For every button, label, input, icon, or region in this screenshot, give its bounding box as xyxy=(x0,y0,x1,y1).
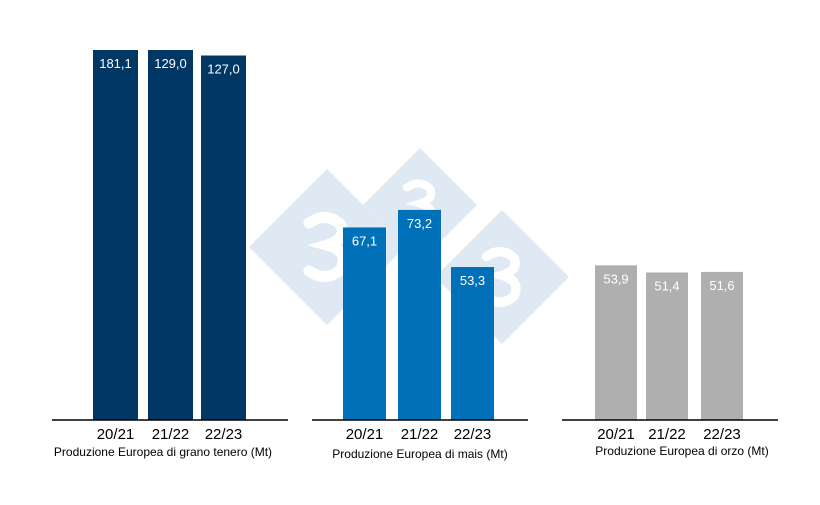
data-label: 51,6 xyxy=(709,278,734,293)
chart-caption: Produzione Europea di grano tenero (Mt) xyxy=(54,445,272,459)
bar xyxy=(148,50,193,420)
x-tick-label: 21/22 xyxy=(648,426,686,443)
bar xyxy=(201,55,246,420)
data-label: 129,0 xyxy=(154,56,187,71)
data-label: 127,0 xyxy=(207,62,240,77)
x-tick-label: 22/23 xyxy=(454,426,492,443)
data-label: 53,3 xyxy=(460,273,485,288)
data-label: 51,4 xyxy=(654,278,679,293)
x-tick-label: 22/23 xyxy=(703,426,741,443)
x-tick-label: 22/23 xyxy=(205,426,243,443)
x-tick-label: 21/22 xyxy=(401,426,439,443)
watermark-three-glyph xyxy=(303,212,349,282)
watermark-three-glyph xyxy=(481,246,521,308)
x-tick-label: 20/21 xyxy=(346,426,384,443)
data-label: 181,1 xyxy=(99,56,132,71)
x-tick-label: 21/22 xyxy=(152,426,190,443)
x-tick-label: 20/21 xyxy=(597,426,635,443)
bar xyxy=(646,272,688,420)
bar xyxy=(93,50,138,420)
chart-caption: Produzione Europea di orzo (Mt) xyxy=(595,444,768,458)
data-label: 53,9 xyxy=(603,271,628,286)
x-tick-label: 20/21 xyxy=(97,426,135,443)
data-label: 67,1 xyxy=(352,233,377,248)
bar xyxy=(701,271,743,420)
bar xyxy=(595,265,637,420)
data-label: 73,2 xyxy=(407,216,432,231)
bar xyxy=(398,209,441,420)
bar xyxy=(343,227,386,420)
chart-caption: Produzione Europea di mais (Mt) xyxy=(332,447,507,461)
bar xyxy=(451,267,494,420)
